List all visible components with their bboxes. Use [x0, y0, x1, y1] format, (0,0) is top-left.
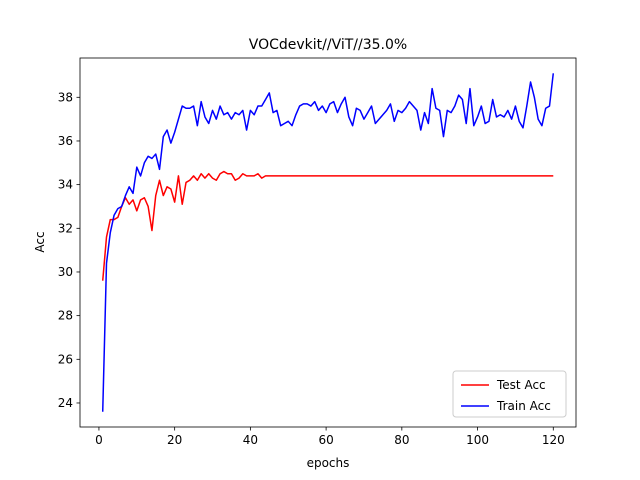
- legend: Test Acc Train Acc: [452, 370, 567, 418]
- y-tick-label: 24: [58, 396, 73, 410]
- legend-label-train-acc: Train Acc: [496, 399, 551, 413]
- x-tick-label: 20: [167, 433, 182, 447]
- series-line-train-acc: [101, 73, 555, 412]
- y-tick-label: 36: [58, 134, 73, 148]
- x-tick-label: 40: [243, 433, 258, 447]
- y-tick-label: 26: [58, 352, 73, 366]
- x-tick-label: 0: [95, 433, 103, 447]
- series-line-test-acc: [101, 170, 554, 281]
- plot-frame: [79, 57, 577, 428]
- x-axis-title: epochs: [307, 456, 350, 470]
- y-tick-label: 30: [58, 265, 73, 279]
- x-tick-label: 60: [318, 433, 333, 447]
- x-tick-label: 100: [466, 433, 489, 447]
- chart-title: VOCdevkit//ViT//35.0%: [249, 37, 407, 53]
- legend-label-test-acc: Test Acc: [496, 378, 546, 392]
- y-tick-label: 38: [58, 90, 73, 104]
- y-tick-label: 28: [58, 309, 73, 323]
- y-axis-title: Acc: [33, 231, 47, 252]
- x-tick-label: 120: [542, 433, 565, 447]
- x-tick-label: 80: [394, 433, 409, 447]
- y-tick-label: 34: [58, 178, 73, 192]
- y-tick-label: 32: [58, 221, 73, 235]
